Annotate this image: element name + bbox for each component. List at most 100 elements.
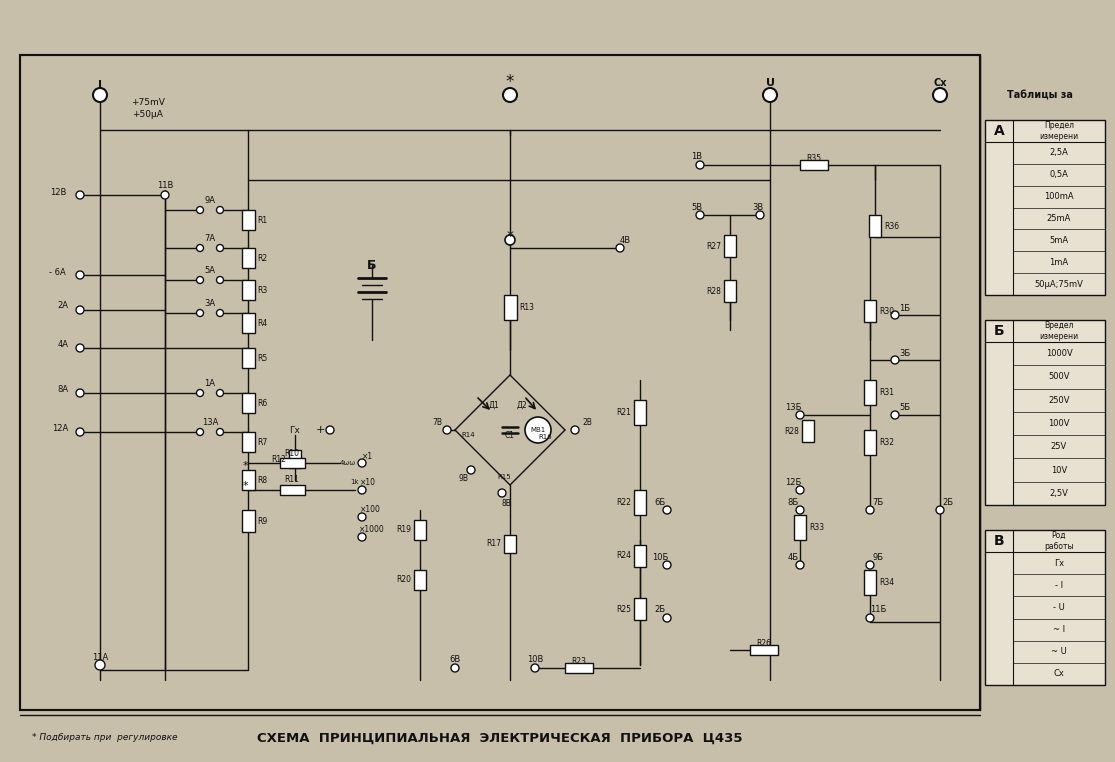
Text: *: *: [506, 229, 514, 243]
Bar: [750, 645, 778, 655]
Bar: [869, 215, 881, 237]
Text: R34: R34: [879, 578, 894, 587]
Bar: [634, 598, 646, 620]
Text: 2,5V: 2,5V: [1049, 489, 1068, 498]
Circle shape: [358, 513, 366, 521]
Circle shape: [161, 191, 169, 199]
Circle shape: [891, 356, 899, 364]
Text: СХЕМА  ПРИНЦИПИАЛЬНАЯ  ЭЛЕКТРИЧЕСКАЯ  ПРИБОРА  Ц435: СХЕМА ПРИНЦИПИАЛЬНАЯ ЭЛЕКТРИЧЕСКАЯ ПРИБО…: [258, 732, 743, 744]
Circle shape: [196, 389, 204, 396]
Text: 10V: 10V: [1050, 466, 1067, 475]
Circle shape: [76, 344, 84, 352]
Text: 12Б: 12Б: [785, 478, 802, 486]
Circle shape: [196, 277, 204, 283]
Text: 2Б: 2Б: [942, 498, 953, 507]
Circle shape: [358, 486, 366, 494]
Bar: [242, 510, 254, 532]
Text: R21: R21: [617, 408, 631, 417]
Circle shape: [76, 306, 84, 314]
Text: R9: R9: [258, 517, 268, 526]
Text: 1В: 1В: [691, 152, 702, 161]
Circle shape: [571, 426, 579, 434]
Bar: [634, 545, 646, 567]
Bar: [985, 320, 1105, 505]
Text: 1000V: 1000V: [1046, 349, 1073, 358]
Circle shape: [76, 389, 84, 397]
Text: U: U: [766, 78, 775, 88]
Text: Б: Б: [367, 258, 377, 271]
Text: 6В: 6В: [449, 655, 460, 664]
Text: МВ1: МВ1: [531, 427, 545, 433]
Text: Сх: Сх: [1054, 669, 1065, 678]
Circle shape: [891, 311, 899, 319]
Circle shape: [93, 88, 107, 102]
Circle shape: [796, 561, 804, 569]
Circle shape: [216, 428, 223, 436]
Circle shape: [663, 506, 671, 514]
Bar: [799, 160, 828, 170]
Bar: [289, 450, 301, 468]
Text: 0,5А: 0,5А: [1049, 170, 1068, 179]
Circle shape: [450, 664, 459, 672]
Text: 12В: 12В: [50, 187, 66, 197]
Circle shape: [76, 271, 84, 279]
Circle shape: [696, 161, 704, 169]
Text: R10: R10: [284, 449, 300, 457]
Text: C1: C1: [505, 431, 515, 440]
Text: R28: R28: [706, 287, 721, 296]
Text: 2Б: 2Б: [655, 606, 666, 614]
Text: А: А: [993, 124, 1005, 138]
Circle shape: [216, 207, 223, 213]
Bar: [504, 535, 516, 553]
Text: 1k: 1k: [351, 479, 359, 485]
Text: 25V: 25V: [1050, 442, 1067, 451]
Bar: [242, 313, 254, 333]
Text: 100mА: 100mА: [1044, 192, 1074, 201]
Text: R13: R13: [520, 303, 534, 312]
Text: ~ I: ~ I: [1053, 625, 1065, 634]
Circle shape: [796, 486, 804, 494]
Text: 3В: 3В: [753, 203, 764, 212]
Bar: [20, 55, 980, 710]
Circle shape: [216, 389, 223, 396]
Circle shape: [196, 309, 204, 316]
Text: R14: R14: [462, 432, 475, 438]
Text: * Подбирать при  регулировке: * Подбирать при регулировке: [32, 734, 177, 742]
Text: R17: R17: [486, 539, 501, 549]
Bar: [724, 235, 736, 257]
Text: 9А: 9А: [204, 196, 215, 204]
Bar: [724, 280, 736, 302]
Text: R27: R27: [706, 242, 721, 251]
Circle shape: [663, 614, 671, 622]
Bar: [565, 663, 593, 673]
Bar: [504, 295, 516, 320]
Text: 2В: 2В: [582, 418, 592, 427]
Circle shape: [498, 489, 506, 497]
Circle shape: [756, 211, 764, 219]
Text: - U: - U: [1054, 603, 1065, 612]
Text: R5: R5: [258, 354, 268, 363]
Circle shape: [933, 88, 947, 102]
Bar: [280, 485, 306, 495]
Text: 12А: 12А: [52, 424, 68, 433]
Bar: [634, 490, 646, 515]
Text: 4В: 4В: [620, 235, 631, 245]
Text: 7Б: 7Б: [872, 498, 883, 507]
Text: 10В: 10В: [526, 655, 543, 664]
Text: Таблицы за: Таблицы за: [1007, 90, 1073, 100]
Bar: [242, 210, 254, 230]
Circle shape: [525, 417, 551, 443]
Text: Гх: Гх: [290, 425, 300, 434]
Text: 25mА: 25mА: [1047, 214, 1072, 223]
Circle shape: [763, 88, 777, 102]
Text: R36: R36: [884, 222, 899, 230]
Text: 1Б: 1Б: [900, 303, 911, 312]
Text: 500V: 500V: [1048, 373, 1069, 382]
Text: - 6А: - 6А: [49, 267, 66, 277]
Text: 2А: 2А: [58, 300, 68, 309]
Bar: [864, 430, 876, 455]
Text: R30: R30: [879, 306, 894, 315]
Bar: [242, 348, 254, 368]
Text: 3А: 3А: [204, 299, 215, 308]
Text: 4ωω: 4ωω: [340, 460, 356, 466]
